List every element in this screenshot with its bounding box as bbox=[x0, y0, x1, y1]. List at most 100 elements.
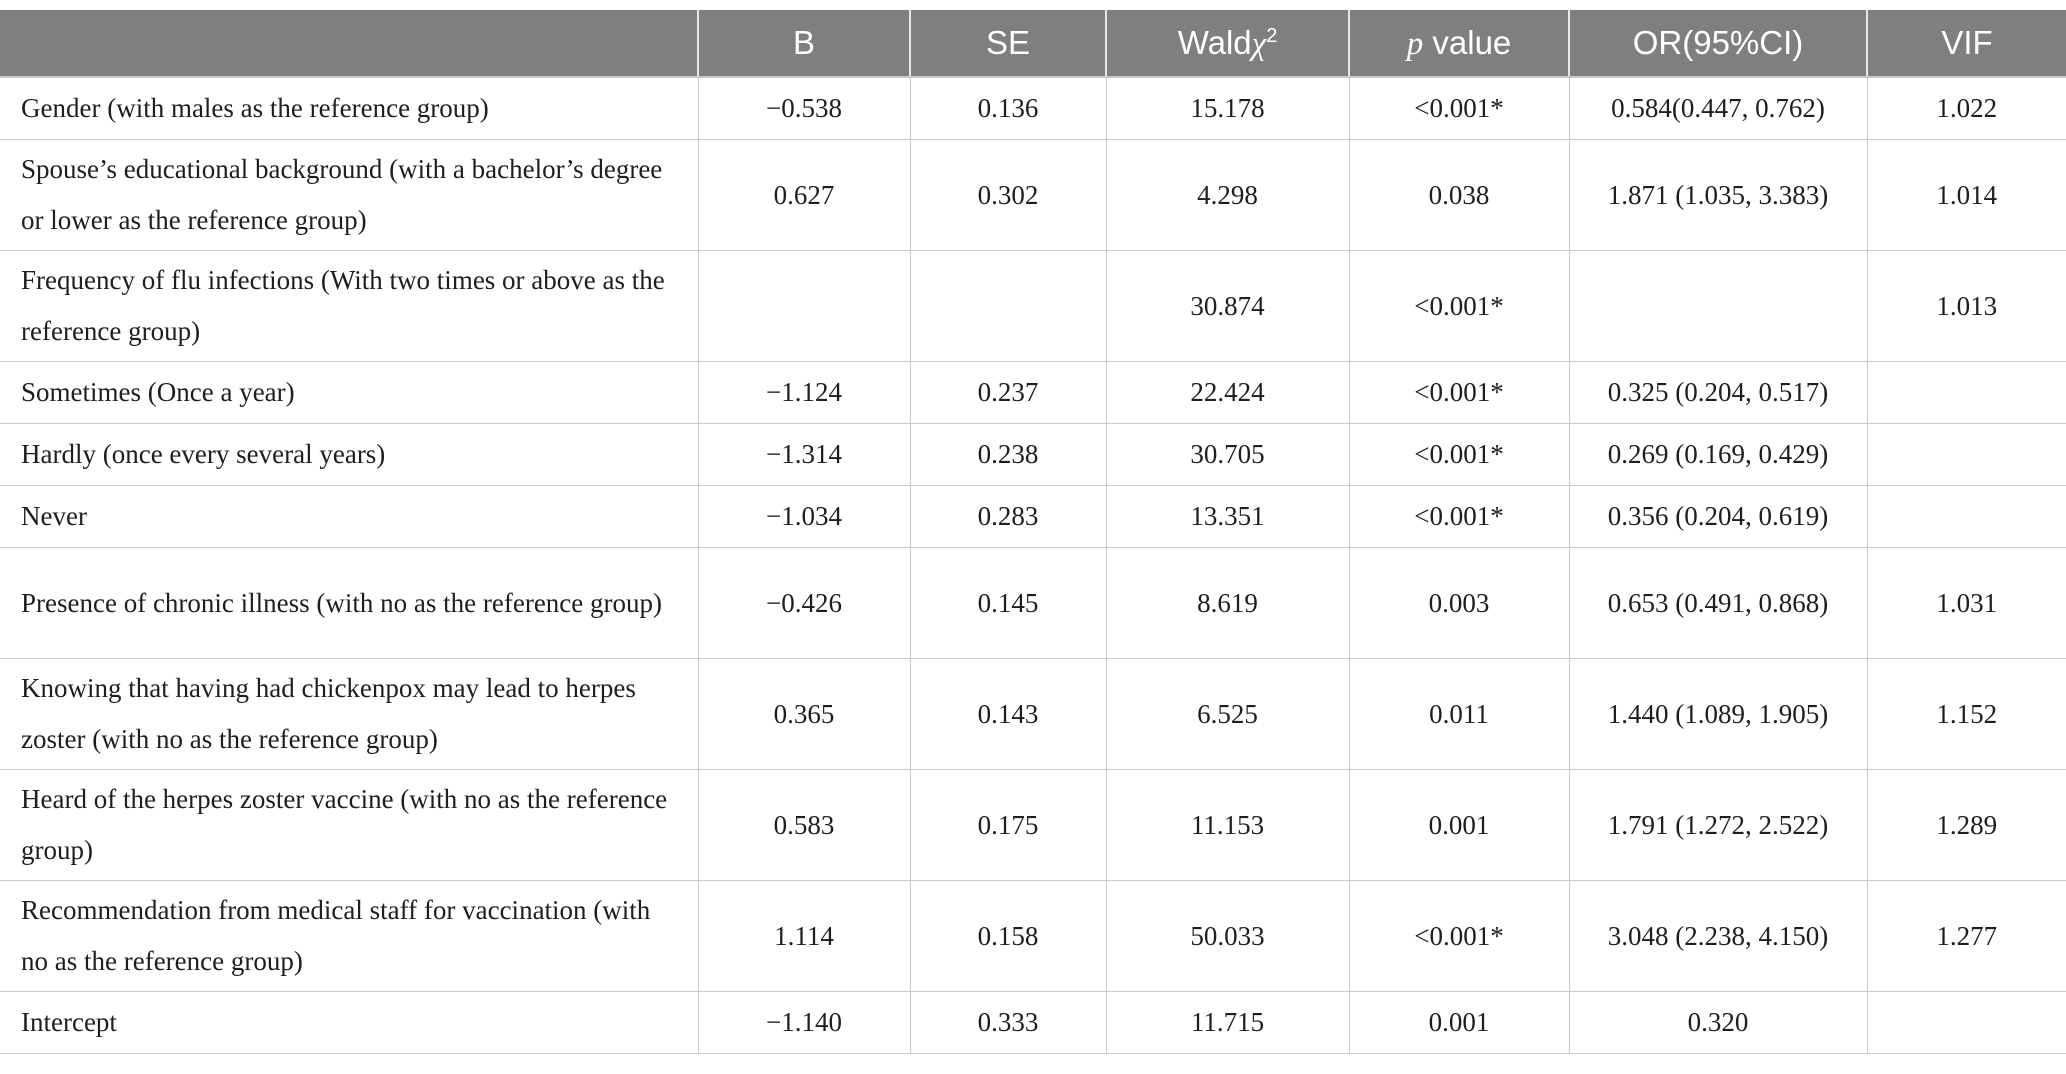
cell-p-value: <0.001* bbox=[1348, 250, 1569, 362]
cell-b-value: −1.034 bbox=[697, 485, 910, 548]
cell-wald-value: 8.619 bbox=[1105, 547, 1349, 659]
cell-b-value: −1.314 bbox=[697, 423, 910, 486]
cell-or-ci-value: 0.653 (0.491, 0.868) bbox=[1568, 547, 1867, 659]
cell-se-value: 0.283 bbox=[909, 485, 1106, 548]
cell-se-value: 0.302 bbox=[909, 139, 1106, 251]
table-row: Heard of the herpes zoster vaccine (with… bbox=[0, 769, 2066, 881]
cell-se-value: 0.136 bbox=[909, 77, 1106, 140]
cell-p-value: 0.001 bbox=[1348, 769, 1569, 881]
cell-b-value: 0.627 bbox=[697, 139, 910, 251]
cell-vif-value: 1.277 bbox=[1866, 880, 2066, 992]
cell-vif-value: 1.013 bbox=[1866, 250, 2066, 362]
header-cell-or: OR(95%CI) bbox=[1568, 10, 1867, 78]
cell-se-value: 0.143 bbox=[909, 658, 1106, 770]
cell-p-value: <0.001* bbox=[1348, 77, 1569, 140]
cell-or-ci-value: 0.325 (0.204, 0.517) bbox=[1568, 361, 1867, 424]
header-p-italic: p bbox=[1406, 25, 1424, 62]
cell-p-value: 0.038 bbox=[1348, 139, 1569, 251]
header-cell-vif: VIF bbox=[1866, 10, 2066, 78]
cell-wald-value: 13.351 bbox=[1105, 485, 1349, 548]
cell-p-value: <0.001* bbox=[1348, 361, 1569, 424]
cell-b-value: 0.365 bbox=[697, 658, 910, 770]
table-body: Gender (with males as the reference grou… bbox=[0, 77, 2066, 1054]
cell-vif-value bbox=[1866, 361, 2066, 424]
cell-vif-value: 1.152 bbox=[1866, 658, 2066, 770]
cell-vif-value bbox=[1866, 423, 2066, 486]
cell-wald-value: 15.178 bbox=[1105, 77, 1349, 140]
table-row: Frequency of flu infections (With two ti… bbox=[0, 250, 2066, 362]
cell-variable-label: Never bbox=[0, 485, 698, 548]
header-p-suffix: value bbox=[1423, 23, 1512, 61]
cell-b-value bbox=[697, 250, 910, 362]
cell-or-ci-value: 0.269 (0.169, 0.429) bbox=[1568, 423, 1867, 486]
cell-b-value: 1.114 bbox=[697, 880, 910, 992]
cell-se-value: 0.333 bbox=[909, 991, 1106, 1054]
cell-wald-value: 22.424 bbox=[1105, 361, 1349, 424]
cell-b-value: 0.583 bbox=[697, 769, 910, 881]
regression-table-container: B SE Waldχ2 p value OR(95%CI) VIF Gender… bbox=[0, 10, 2066, 1054]
cell-variable-label: Recommendation from medical staff for va… bbox=[0, 880, 698, 992]
cell-variable-label: Gender (with males as the reference grou… bbox=[0, 77, 698, 140]
cell-vif-value: 1.014 bbox=[1866, 139, 2066, 251]
header-cell-p-value: p value bbox=[1348, 10, 1569, 78]
table-header: B SE Waldχ2 p value OR(95%CI) VIF bbox=[0, 10, 2066, 78]
header-wald-chi: χ bbox=[1251, 25, 1267, 62]
cell-or-ci-value: 1.871 (1.035, 3.383) bbox=[1568, 139, 1867, 251]
cell-p-value: 0.011 bbox=[1348, 658, 1569, 770]
header-cell-b: B bbox=[697, 10, 910, 78]
cell-or-ci-value: 0.584(0.447, 0.762) bbox=[1568, 77, 1867, 140]
cell-p-value: <0.001* bbox=[1348, 485, 1569, 548]
cell-se-value: 0.175 bbox=[909, 769, 1106, 881]
cell-wald-value: 6.525 bbox=[1105, 658, 1349, 770]
cell-variable-label: Hardly (once every several years) bbox=[0, 423, 698, 486]
cell-se-value bbox=[909, 250, 1106, 362]
cell-p-value: <0.001* bbox=[1348, 880, 1569, 992]
cell-wald-value: 11.715 bbox=[1105, 991, 1349, 1054]
table-row: Recommendation from medical staff for va… bbox=[0, 880, 2066, 992]
cell-wald-value: 11.153 bbox=[1105, 769, 1349, 881]
header-wald-prefix: Wald bbox=[1177, 23, 1252, 61]
table-row: Intercept −1.140 0.333 11.715 0.001 0.320 bbox=[0, 991, 2066, 1054]
cell-wald-value: 50.033 bbox=[1105, 880, 1349, 992]
cell-b-value: −0.426 bbox=[697, 547, 910, 659]
cell-p-value: 0.003 bbox=[1348, 547, 1569, 659]
cell-se-value: 0.237 bbox=[909, 361, 1106, 424]
cell-vif-value: 1.022 bbox=[1866, 77, 2066, 140]
cell-vif-value bbox=[1866, 485, 2066, 548]
cell-variable-label: Sometimes (Once a year) bbox=[0, 361, 698, 424]
cell-variable-label: Intercept bbox=[0, 991, 698, 1054]
cell-or-ci-value: 0.320 bbox=[1568, 991, 1867, 1054]
cell-or-ci-value: 0.356 (0.204, 0.619) bbox=[1568, 485, 1867, 548]
cell-se-value: 0.238 bbox=[909, 423, 1106, 486]
cell-or-ci-value bbox=[1568, 250, 1867, 362]
cell-wald-value: 30.705 bbox=[1105, 423, 1349, 486]
header-cell-wald: Waldχ2 bbox=[1105, 10, 1349, 78]
table-row: Never −1.034 0.283 13.351 <0.001* 0.356 (0.20… bbox=[0, 485, 2066, 548]
cell-variable-label: Spouse’s educational background (with a … bbox=[0, 139, 698, 251]
cell-vif-value: 1.289 bbox=[1866, 769, 2066, 881]
cell-wald-value: 4.298 bbox=[1105, 139, 1349, 251]
cell-b-value: −1.124 bbox=[697, 361, 910, 424]
header-cell-label bbox=[0, 10, 698, 78]
cell-vif-value: 1.031 bbox=[1866, 547, 2066, 659]
cell-b-value: −0.538 bbox=[697, 77, 910, 140]
cell-variable-label: Heard of the herpes zoster vaccine (with… bbox=[0, 769, 698, 881]
cell-se-value: 0.145 bbox=[909, 547, 1106, 659]
regression-table: B SE Waldχ2 p value OR(95%CI) VIF Gender… bbox=[0, 10, 2066, 1054]
table-row: Sometimes (Once a year) −1.124 0.237 22.424… bbox=[0, 361, 2066, 424]
cell-b-value: −1.140 bbox=[697, 991, 910, 1054]
cell-wald-value: 30.874 bbox=[1105, 250, 1349, 362]
cell-or-ci-value: 1.440 (1.089, 1.905) bbox=[1568, 658, 1867, 770]
cell-variable-label: Frequency of flu infections (With two ti… bbox=[0, 250, 698, 362]
cell-p-value: 0.001 bbox=[1348, 991, 1569, 1054]
table-row: Hardly (once every several years) −1.314 0… bbox=[0, 423, 2066, 486]
cell-vif-value bbox=[1866, 991, 2066, 1054]
cell-variable-label: Presence of chronic illness (with no as … bbox=[0, 547, 698, 659]
table-row: Gender (with males as the reference grou… bbox=[0, 77, 2066, 140]
table-row: Knowing that having had chickenpox may l… bbox=[0, 658, 2066, 770]
table-row: Spouse’s educational background (with a … bbox=[0, 139, 2066, 251]
cell-or-ci-value: 3.048 (2.238, 4.150) bbox=[1568, 880, 1867, 992]
cell-se-value: 0.158 bbox=[909, 880, 1106, 992]
table-row: Presence of chronic illness (with no as … bbox=[0, 547, 2066, 659]
header-cell-se: SE bbox=[909, 10, 1106, 78]
